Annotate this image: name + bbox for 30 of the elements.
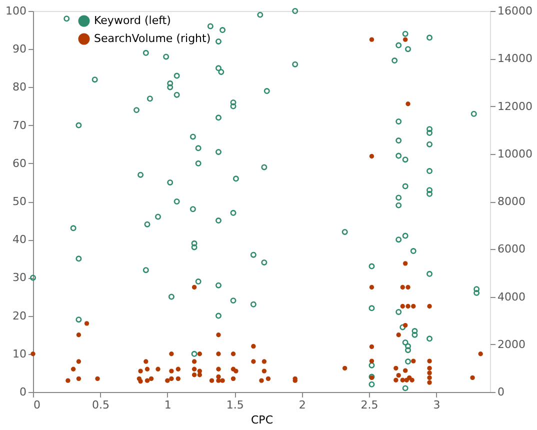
x-tick-label: 2.5 (360, 398, 378, 412)
x-axis-title: CPC (251, 414, 274, 426)
x-tick-label: 1 (164, 398, 172, 412)
y-tick-label: 100 (6, 4, 26, 18)
y-tick-label: 80 (12, 80, 26, 94)
x-tick-label: 0 (34, 398, 40, 412)
y-tick-label: 40 (12, 233, 26, 246)
y-tick-label: 50 (12, 195, 26, 208)
y-tick-label: 60 (12, 156, 26, 170)
x-tick-label: 2 (298, 398, 306, 412)
x-tick-label: 3 (433, 398, 440, 412)
y2-tick-label: 0 (498, 386, 504, 398)
y2-tick-label: 4000 (498, 290, 526, 304)
y-tick-label: 20 (12, 309, 26, 322)
legend-label: SearchVolume (right) (94, 32, 211, 45)
y2-tick-label: 2000 (498, 338, 526, 351)
y-tick-label: 70 (12, 118, 26, 132)
legend-label: Keyword (left) (94, 14, 171, 27)
y-tick-label: 10 (12, 347, 26, 360)
y2-tick-label: 8000 (498, 195, 526, 208)
y2-tick-label: 6000 (498, 242, 526, 256)
y-tick-label: 30 (12, 271, 26, 284)
y-tick-label: 90 (12, 42, 26, 56)
x-tick-label: 0.5 (92, 398, 110, 412)
y2-tick-label: 16000 (498, 4, 532, 18)
y2-tick-label: 10000 (498, 147, 532, 160)
y2-tick-label: 12000 (498, 100, 532, 113)
x-tick-label: 1.5 (226, 398, 244, 412)
y2-tick-label: 14000 (498, 52, 532, 66)
y-tick-label: 0 (20, 386, 26, 398)
